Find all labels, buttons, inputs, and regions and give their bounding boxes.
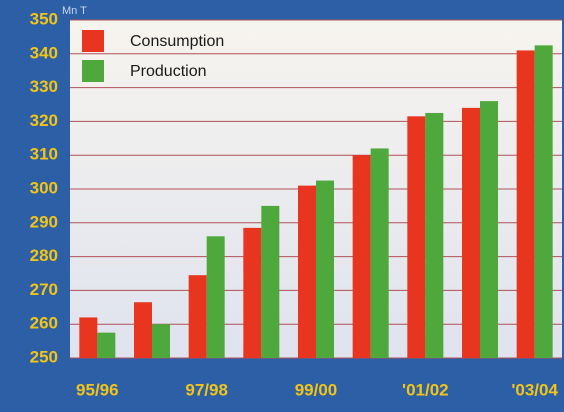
legend-swatch <box>82 30 104 52</box>
bar <box>298 185 316 358</box>
bar <box>407 116 426 358</box>
bar <box>134 302 152 358</box>
y-tick-label: 320 <box>30 111 58 130</box>
bar <box>206 236 225 358</box>
bar <box>352 155 371 358</box>
y-tick-label: 300 <box>30 178 58 197</box>
x-tick-label: '03/04 <box>511 380 558 399</box>
y-tick-label: 280 <box>30 246 58 265</box>
y-tick-label: 260 <box>30 314 58 333</box>
bar <box>97 332 116 358</box>
bar <box>316 180 334 358</box>
bar <box>152 324 170 358</box>
bar <box>243 227 262 358</box>
legend-label: Production <box>130 63 207 80</box>
bar <box>480 101 498 359</box>
y-tick-label: 340 <box>30 43 58 62</box>
y-tick-label: 310 <box>30 145 58 164</box>
bar <box>261 205 280 358</box>
x-tick-label: 99/00 <box>295 380 338 399</box>
bar <box>188 275 207 358</box>
bar <box>462 107 480 358</box>
y-tick-label: 290 <box>30 212 58 231</box>
legend-label: Consumption <box>130 33 224 50</box>
y-tick-label: 250 <box>30 347 58 366</box>
x-tick-label: 97/98 <box>185 380 228 399</box>
legend-swatch <box>82 60 104 82</box>
bar <box>79 317 98 358</box>
y-unit-label: Mn T <box>62 5 87 17</box>
bar <box>534 45 553 358</box>
bar <box>516 50 535 359</box>
x-tick-label: 95/96 <box>76 380 119 399</box>
bar <box>425 112 444 358</box>
x-tick-label: '01/02 <box>402 380 449 399</box>
y-tick-label: 270 <box>30 280 58 299</box>
bar <box>370 148 389 358</box>
y-tick-label: 330 <box>30 77 58 96</box>
y-tick-label: 350 <box>30 9 58 28</box>
